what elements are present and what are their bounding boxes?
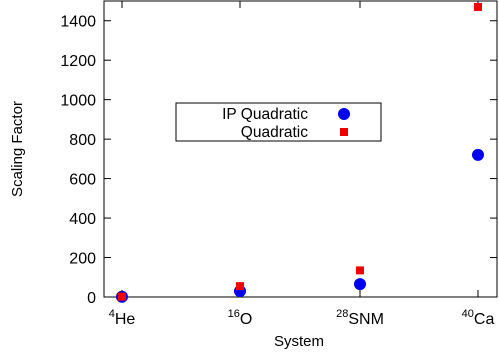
x-tick-label-base: Ca [474,311,495,328]
x-tick-label-base: He [115,311,136,328]
y-tick-label: 400 [69,211,96,228]
legend-label: IP Quadratic [222,106,308,123]
data-point-square [356,266,364,275]
data-point-square [118,292,126,301]
legend-marker-circle [338,108,350,120]
x-tick-label: 40Ca [462,308,495,328]
x-axis: 4He 16O 28SNM 40Ca [109,1,495,328]
data-point-circle [472,148,484,161]
y-tick-label: 1200 [60,53,96,70]
x-tick-label-base: SNM [348,311,384,328]
y-axis: 0 200 400 600 800 1000 1200 1400 [60,14,497,307]
y-tick-label: 600 [69,172,96,189]
x-axis-label: System [274,333,324,350]
data-point-circle [354,278,366,291]
legend-marker-square [340,128,348,136]
y-tick-label: 1000 [60,93,96,110]
x-tick-label-superscript: 28 [336,308,348,320]
y-tick-label: 0 [87,290,96,307]
x-tick-label: 4He [109,308,136,328]
x-tick-label-superscript: 4 [109,308,115,320]
x-tick-label-superscript: 16 [228,308,240,320]
y-tick-label: 1400 [60,14,96,31]
x-tick-label: 16O [228,308,253,328]
x-tick-label-superscript: 40 [462,308,474,320]
y-tick-label: 800 [69,132,96,149]
x-tick-label: 28SNM [336,308,384,328]
y-axis-label: Scaling Factor [9,101,26,197]
data-marks [116,2,484,303]
legend-label: Quadratic [241,124,308,141]
x-tick-label-base: O [240,311,252,328]
plot-frame [103,0,498,298]
data-point-square [236,282,244,291]
data-point-square [474,2,482,11]
y-tick-label: 200 [69,251,96,268]
